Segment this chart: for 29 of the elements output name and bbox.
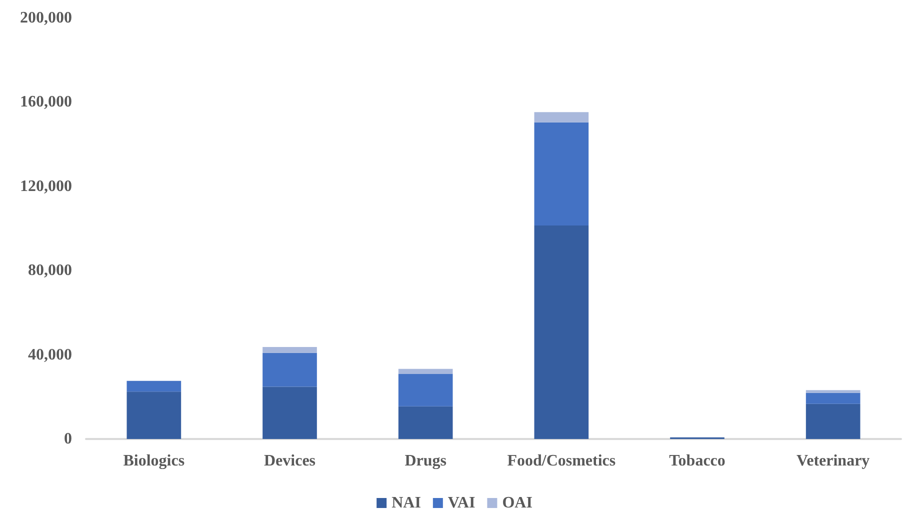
bar — [126, 392, 182, 439]
y-tick-label: 40,000 — [28, 346, 72, 364]
bar — [806, 404, 860, 439]
x-tick-label: Tobacco — [669, 452, 726, 470]
bar — [262, 386, 317, 439]
bar — [806, 390, 860, 393]
x-tick-label: Drugs — [404, 452, 446, 470]
bar — [398, 368, 453, 374]
legend-label: VAI — [448, 494, 476, 512]
bar — [262, 352, 317, 387]
legend-label: NAI — [392, 494, 421, 512]
y-tick-label: 80,000 — [28, 262, 72, 280]
x-tick-label: Devices — [264, 452, 316, 470]
bar — [806, 392, 860, 404]
bar — [398, 374, 453, 406]
bar — [398, 406, 453, 439]
y-tick-label: 200,000 — [20, 10, 72, 26]
bar — [534, 112, 589, 122]
bar — [126, 380, 182, 392]
x-tick-label: Food/Cosmetics — [507, 452, 616, 470]
bar — [534, 122, 589, 226]
y-tick-label: 160,000 — [20, 94, 72, 111]
bar — [534, 226, 589, 439]
bar — [262, 347, 317, 353]
x-tick-label: Veterinary — [796, 452, 870, 470]
x-tick-label: Biologics — [123, 452, 185, 470]
legend-label: OAI — [502, 494, 532, 512]
y-tick-label: 120,000 — [20, 178, 72, 195]
y-tick-label: 0 — [64, 430, 72, 448]
